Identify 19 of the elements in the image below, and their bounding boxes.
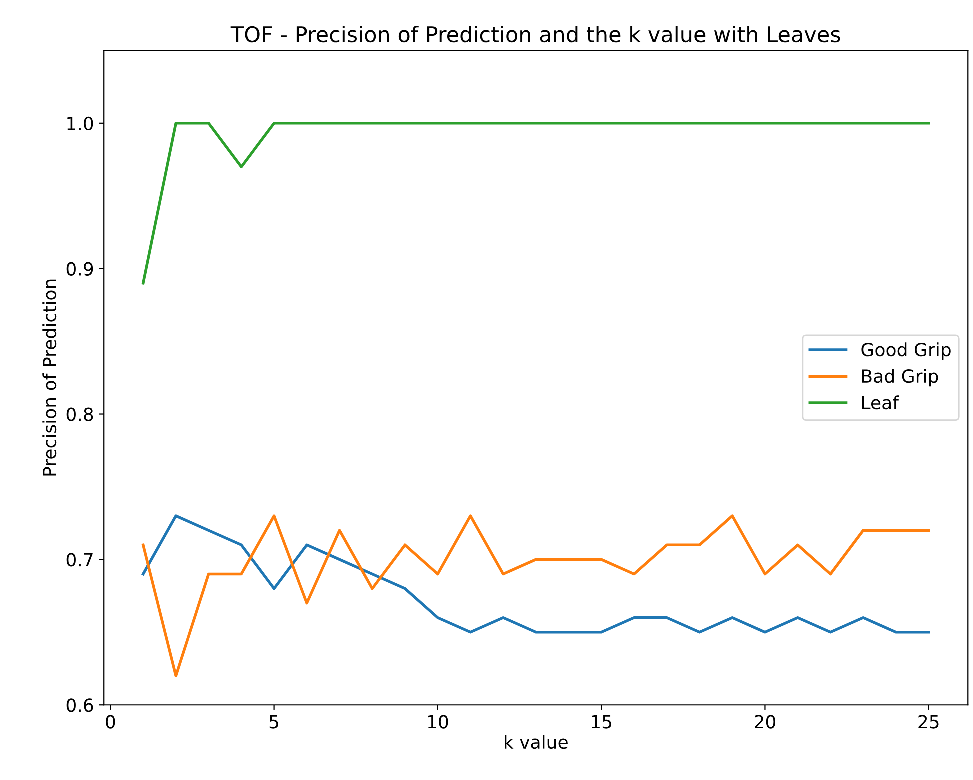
- line-series: [142, 514, 930, 678]
- y-tick-label: 0.7: [66, 553, 93, 567]
- legend-label: Leaf: [862, 396, 900, 410]
- y-tick-label: 0.8: [66, 408, 94, 422]
- x-tick-label: 20: [755, 715, 776, 729]
- legend-label: Bad Grip: [862, 369, 938, 387]
- x-tick-label: 10: [428, 715, 448, 729]
- x-tick-label: 15: [592, 715, 612, 729]
- chart-title: TOF - Precision of Prediction and the k value with Leaves: [230, 26, 840, 43]
- y-tick-label: 0.6: [66, 698, 94, 712]
- x-tick-label: 0: [106, 715, 116, 729]
- legend-label: Good Grip: [862, 342, 951, 360]
- x-tick-label: 5: [270, 715, 278, 729]
- y-tick-label: 0.9: [66, 262, 94, 276]
- y-axis-title: Precision of Prediction: [42, 280, 57, 476]
- x-axis-title: k value: [505, 735, 568, 750]
- line-series: [142, 514, 930, 634]
- x-tick-label: 25: [918, 715, 939, 729]
- y-tick-label: 1.0: [68, 116, 94, 131]
